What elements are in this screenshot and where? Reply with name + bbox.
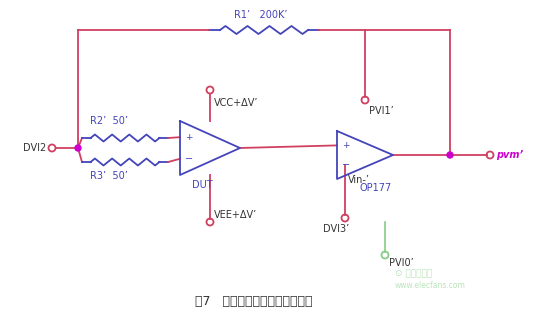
Text: 图7   输出共模电压范围测试电路: 图7 输出共模电压范围测试电路 <box>195 295 313 308</box>
Text: ⊙ 电子发烧友: ⊙ 电子发烧友 <box>395 269 433 278</box>
Text: −: − <box>185 154 193 164</box>
Circle shape <box>75 145 81 151</box>
Text: VCC+ΔV’: VCC+ΔV’ <box>214 98 259 108</box>
Text: VEE+ΔV’: VEE+ΔV’ <box>214 210 257 220</box>
Text: DVI2: DVI2 <box>23 143 46 153</box>
Text: R2’  50’: R2’ 50’ <box>90 116 128 126</box>
Text: DUT: DUT <box>192 180 212 190</box>
Text: R1’   200K’: R1’ 200K’ <box>234 10 287 20</box>
Text: DVI3’: DVI3’ <box>323 224 349 234</box>
Circle shape <box>447 152 453 158</box>
Text: −: − <box>342 160 350 169</box>
Text: PVI0’: PVI0’ <box>389 258 414 268</box>
Text: +: + <box>185 133 192 142</box>
Text: +: + <box>342 141 350 150</box>
Text: Vin-’: Vin-’ <box>348 175 370 185</box>
Text: www.elecfans.com: www.elecfans.com <box>395 281 466 290</box>
Text: PVI1’: PVI1’ <box>369 106 393 116</box>
Text: R3’  50’: R3’ 50’ <box>90 171 128 181</box>
Text: OP177: OP177 <box>360 183 392 193</box>
Text: pvm’: pvm’ <box>496 150 523 160</box>
